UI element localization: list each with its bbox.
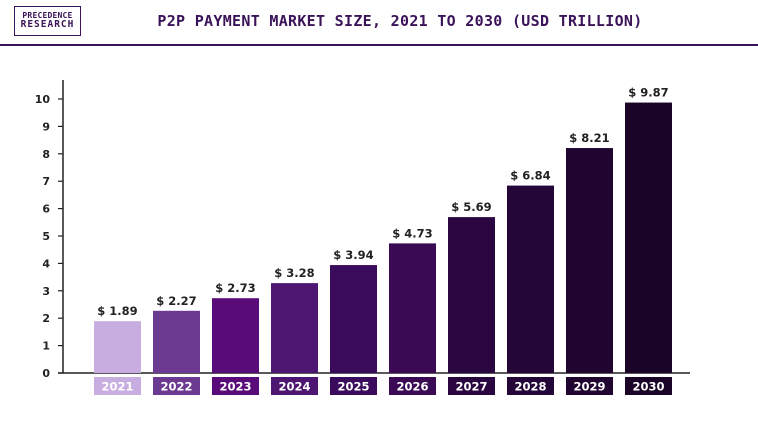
bar [330,265,377,373]
header-divider [0,44,758,46]
category-label-box [448,377,495,395]
data-label: $ 4.73 [392,226,432,240]
logo: PRECEDENCE RESEARCH [14,6,81,36]
data-label: $ 6.84 [510,169,550,183]
category-label: 2026 [396,380,428,394]
data-label: $ 3.28 [274,266,314,280]
category-label-box [625,377,672,395]
data-label: $ 8.21 [569,131,609,145]
y-tick-label: 3 [42,285,50,298]
category-label-box [212,377,259,395]
category-label-box [507,377,554,395]
y-tick-label: 2 [42,312,50,325]
category-label: 2027 [455,380,487,394]
category-label: 2024 [278,380,310,394]
y-tick-label: 8 [42,148,50,161]
category-label: 2029 [573,380,605,394]
y-tick-label: 1 [42,340,50,353]
category-label: 2028 [514,380,546,394]
data-label: $ 2.73 [215,281,255,295]
y-tick-label: 7 [42,175,50,188]
logo-line-2: RESEARCH [20,19,75,31]
y-tick-label: 4 [42,257,50,270]
logo-line-1: PRECEDENCE [22,10,73,20]
category-label: 2023 [219,380,251,394]
y-tick-label: 10 [35,93,51,106]
category-label: 2022 [160,380,192,394]
y-tick-label: 9 [42,120,50,133]
y-tick-label: 0 [42,367,50,380]
category-label-box [271,377,318,395]
bar [625,102,672,373]
chart-title: P2P PAYMENT MARKET SIZE, 2021 TO 2030 (U… [157,12,643,30]
category-label-box [389,377,436,395]
data-label: $ 2.27 [156,294,196,308]
category-label-box [566,377,613,395]
bar [389,243,436,373]
y-tick-label: 5 [42,230,50,243]
data-label: $ 9.87 [628,86,668,100]
y-tick-label: 6 [42,203,50,216]
category-label: 2025 [337,380,369,394]
bar [153,310,200,373]
category-label: 2030 [632,380,664,394]
bar [448,217,495,373]
bar [212,298,259,373]
bar [94,321,141,373]
bar [507,185,554,373]
data-label: $ 3.94 [333,248,373,262]
data-label: $ 1.89 [97,304,137,318]
data-label: $ 5.69 [451,200,491,214]
category-label: 2021 [101,380,133,394]
category-label-box [94,377,141,395]
category-label-box [330,377,377,395]
bar [271,283,318,373]
category-label-box [153,377,200,395]
bar [566,148,613,373]
